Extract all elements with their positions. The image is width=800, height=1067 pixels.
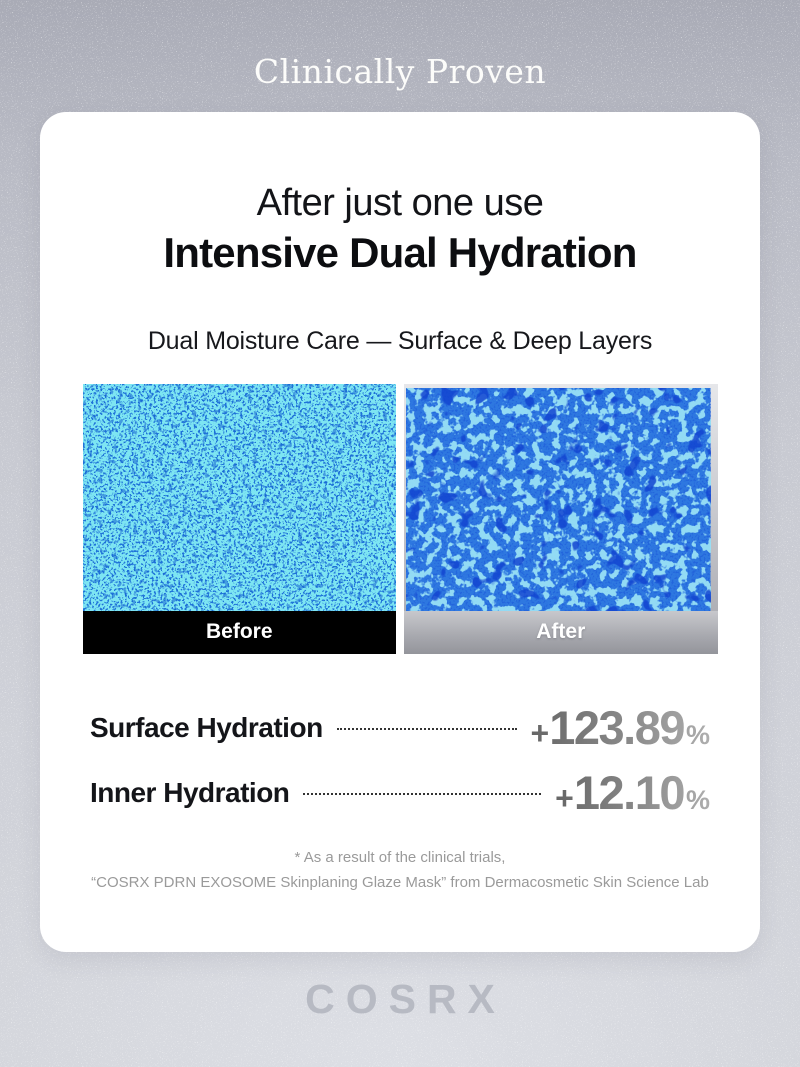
- hydration-stats: Surface Hydration +123.89% Inner Hydrati…: [90, 704, 710, 817]
- card-subtitle: Dual Moisture Care — Surface & Deep Laye…: [147, 326, 653, 355]
- before-label-bar: Before: [82, 610, 396, 654]
- before-label: Before: [205, 620, 273, 644]
- card-title-line1: After just one use: [256, 182, 544, 224]
- footnote-line1: * As a result of the clinical trials,: [294, 848, 506, 866]
- cosrx-logo: COSRX: [305, 976, 506, 1022]
- after-label-bar: After: [404, 610, 718, 654]
- stat-number: 12.10: [573, 766, 684, 820]
- stat-sign: +: [530, 715, 550, 752]
- stat-row-surface-hydration: Surface Hydration +123.89%: [90, 704, 710, 752]
- before-microscope-image: [82, 383, 396, 611]
- card-title-line2: Intensive Dual Hydration: [163, 228, 637, 276]
- dotted-leader: [303, 792, 542, 795]
- stat-unit: %: [685, 785, 710, 816]
- clinical-results-card: After just one use Intensive Dual Hydrat…: [40, 112, 760, 952]
- after-label: After: [536, 620, 586, 644]
- stat-label: Surface Hydration: [90, 711, 323, 743]
- stat-value: +123.89%: [531, 700, 710, 755]
- after-panel: After: [404, 383, 718, 654]
- after-microscope-image: [406, 387, 711, 611]
- footnote-line2: “COSRX PDRN EXOSOME Skinplaning Glaze Ma…: [91, 873, 709, 891]
- dotted-leader: [336, 727, 517, 730]
- stat-row-inner-hydration: Inner Hydration +12.10%: [90, 769, 710, 817]
- stat-label: Inner Hydration: [90, 776, 290, 808]
- before-panel: Before: [82, 383, 396, 654]
- before-after-comparison: Before After: [82, 383, 718, 654]
- stat-number: 123.89: [549, 701, 684, 755]
- stat-sign: +: [555, 780, 574, 817]
- clinically-proven-badge: Clinically Proven: [253, 52, 547, 91]
- stat-unit: %: [685, 720, 710, 751]
- stat-value: +12.10%: [555, 765, 710, 820]
